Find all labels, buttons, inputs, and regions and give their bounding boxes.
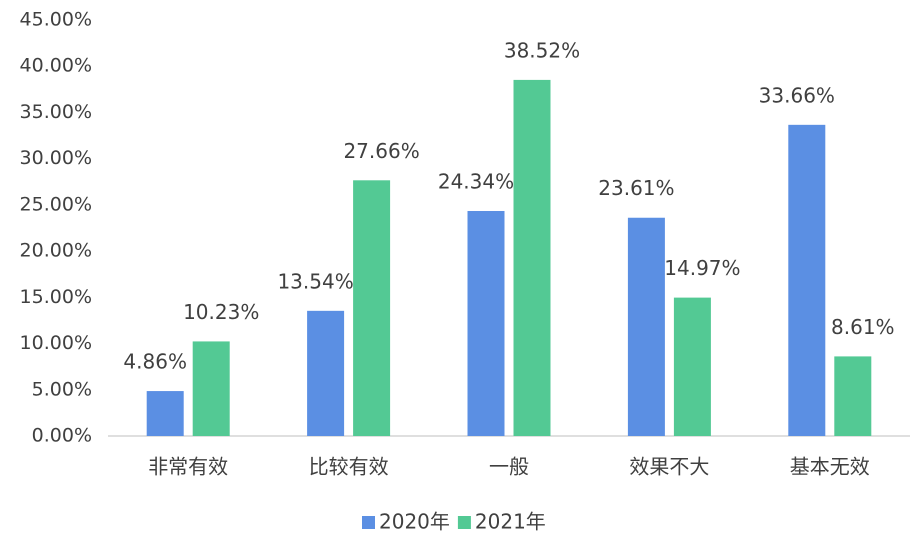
data-label: 14.97%	[664, 256, 740, 280]
y-tick-label: 45.00%	[20, 9, 92, 31]
y-tick-label: 40.00%	[20, 55, 92, 77]
bar	[673, 297, 711, 436]
x-tick-label: 比较有效	[309, 455, 389, 479]
y-tick-label: 20.00%	[20, 240, 92, 262]
bar	[834, 356, 872, 436]
bar	[627, 217, 665, 436]
data-label: 27.66%	[343, 139, 419, 163]
data-label: 23.61%	[598, 176, 674, 200]
x-tick-label: 基本无效	[790, 455, 870, 479]
y-tick-label: 10.00%	[20, 332, 92, 354]
legend-swatch	[457, 516, 471, 529]
bar	[307, 310, 345, 436]
y-tick-label: 15.00%	[20, 286, 92, 308]
data-label: 24.34%	[438, 169, 514, 193]
bar	[146, 391, 184, 436]
y-tick-label: 30.00%	[20, 147, 92, 169]
y-tick-label: 35.00%	[20, 101, 92, 123]
bar	[788, 124, 826, 436]
data-label: 8.61%	[831, 315, 895, 339]
x-tick-label: 非常有效	[148, 455, 228, 479]
data-label: 33.66%	[759, 83, 835, 107]
data-label: 38.52%	[504, 38, 580, 62]
bar	[467, 210, 505, 436]
data-label: 13.54%	[277, 269, 353, 293]
y-tick-label: 25.00%	[20, 193, 92, 215]
x-tick-label: 一般	[489, 455, 529, 479]
legend-label: 2021年	[475, 510, 546, 534]
bar	[353, 180, 391, 436]
bar	[192, 341, 230, 436]
bar	[513, 79, 551, 437]
data-label: 4.86%	[123, 350, 187, 374]
x-tick-label: 效果不大	[629, 455, 709, 479]
y-tick-label: 0.00%	[32, 425, 92, 447]
legend-swatch	[362, 516, 375, 529]
data-label: 10.23%	[183, 300, 259, 324]
legend-label: 2020年	[379, 510, 450, 534]
y-tick-label: 5.00%	[32, 378, 92, 400]
